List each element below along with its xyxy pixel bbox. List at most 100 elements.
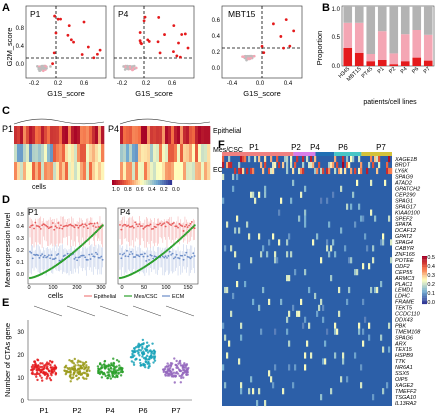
- point-epithelial: [149, 223, 152, 226]
- heatmap-cell: [296, 310, 299, 317]
- panel-c-row-label: ECM: [213, 167, 229, 174]
- jitter-point: [63, 369, 66, 372]
- heatmap-cell: [252, 298, 255, 306]
- heatmap-cell: [50, 126, 54, 144]
- point-ecm: [167, 255, 170, 257]
- point-epithelial: [139, 225, 142, 227]
- panel-c-colorbar-tick: 0.6: [136, 187, 144, 193]
- panel-d-xtick: 0: [120, 285, 123, 291]
- jitter-point: [100, 376, 104, 379]
- jitter-point: [67, 370, 71, 374]
- jitter-point: [36, 378, 39, 382]
- heatmap-cell: [292, 382, 295, 389]
- heatmap-cell: [260, 161, 263, 169]
- colorbar-step: [422, 272, 427, 274]
- jitter-point: [47, 362, 51, 365]
- point-epithelial: [29, 226, 31, 229]
- point-ecm: [39, 254, 42, 257]
- jitter-point: [176, 366, 180, 370]
- jitter-point: [100, 364, 104, 367]
- jitter-point: [41, 379, 44, 382]
- point-epithelial: [148, 224, 150, 227]
- heatmap-cell: [340, 376, 343, 383]
- scatter-point-cycling: [183, 32, 187, 36]
- heatmap-cell: [17, 144, 21, 162]
- jitter-point: [97, 367, 100, 370]
- heatmap-cell: [288, 364, 291, 371]
- jitter-point: [69, 380, 72, 383]
- point-ecm: [149, 254, 152, 256]
- heatmap-cell: [86, 162, 90, 180]
- panel-e-group-label: P1: [39, 406, 48, 415]
- group-annotation-bar: [315, 152, 335, 156]
- heatmap-cell: [248, 233, 251, 240]
- colorbar-step: [126, 180, 129, 185]
- point-ecm: [128, 253, 131, 256]
- heatmap-cell: [350, 156, 353, 163]
- heatmap-cell: [32, 144, 36, 162]
- panel-letter-e: E: [2, 297, 9, 309]
- jitter-point: [138, 354, 141, 357]
- category-label: P1: [377, 66, 386, 75]
- point-epithelial: [39, 227, 42, 230]
- jitter-point: [35, 368, 38, 372]
- jitter-point: [35, 371, 39, 374]
- gene-label: SPAG4: [395, 240, 413, 246]
- colorbar-step: [422, 259, 427, 261]
- point-epithelial: [153, 225, 156, 228]
- gene-label: GPAT2: [395, 234, 412, 240]
- panel-f-group-label: P4: [310, 143, 320, 152]
- point-epithelial: [182, 230, 185, 232]
- heatmap-cell: [77, 162, 81, 180]
- heatmap-cell: [168, 162, 172, 180]
- heatmap-cell: [320, 167, 323, 175]
- point-epithelial: [37, 225, 39, 227]
- jitter-point: [145, 354, 149, 358]
- colorbar-step: [114, 180, 117, 185]
- scatter-point-cycling: [138, 39, 142, 43]
- heatmap-cell: [308, 286, 311, 294]
- jitter-point: [143, 365, 147, 369]
- heatmap-cell: [390, 257, 393, 264]
- stacked-bar-segment: [400, 61, 410, 66]
- heatmap-cell: [183, 126, 187, 144]
- stacked-bar-segment: [343, 48, 353, 66]
- point-epithelial: [57, 222, 60, 224]
- jitter-point: [171, 368, 175, 371]
- point-ecm: [139, 253, 142, 256]
- panel-c-xlabel: cells: [32, 184, 47, 191]
- point-epithelial: [92, 225, 95, 227]
- heatmap-cell: [336, 161, 339, 169]
- jitter-point: [40, 376, 43, 379]
- jitter-point: [103, 367, 107, 370]
- jitter-point: [187, 366, 190, 370]
- heatmap-cell: [246, 221, 249, 228]
- point-ecm: [179, 254, 182, 257]
- jitter-point: [96, 365, 100, 368]
- point-epithelial: [155, 226, 157, 229]
- heatmap-cell: [298, 167, 301, 175]
- panel-letter-f: F: [218, 139, 225, 151]
- heatmap-cell: [264, 185, 267, 192]
- heatmap-cell: [332, 161, 335, 169]
- heatmap-cell: [222, 197, 225, 204]
- point-epithelial: [81, 223, 84, 226]
- jitter-point: [54, 373, 57, 376]
- point-ecm: [126, 249, 128, 252]
- heatmap-cell: [224, 286, 227, 294]
- heatmap-cell: [138, 144, 142, 162]
- point-epithelial: [163, 222, 166, 224]
- heatmap-cell: [126, 144, 130, 162]
- heatmap-cell: [83, 126, 87, 144]
- colorbar-step: [422, 284, 427, 287]
- colorbar-step: [162, 180, 165, 185]
- scatter-point: [126, 67, 130, 71]
- scatter-point-cycling: [158, 51, 162, 55]
- scatter-point: [248, 54, 251, 58]
- colorbar-step: [120, 180, 123, 185]
- jitter-point: [152, 352, 155, 355]
- heatmap-cell: [129, 162, 133, 180]
- point-mes-csc: [181, 236, 184, 239]
- scatter-point-cycling: [172, 24, 176, 28]
- point-epithelial: [167, 222, 170, 224]
